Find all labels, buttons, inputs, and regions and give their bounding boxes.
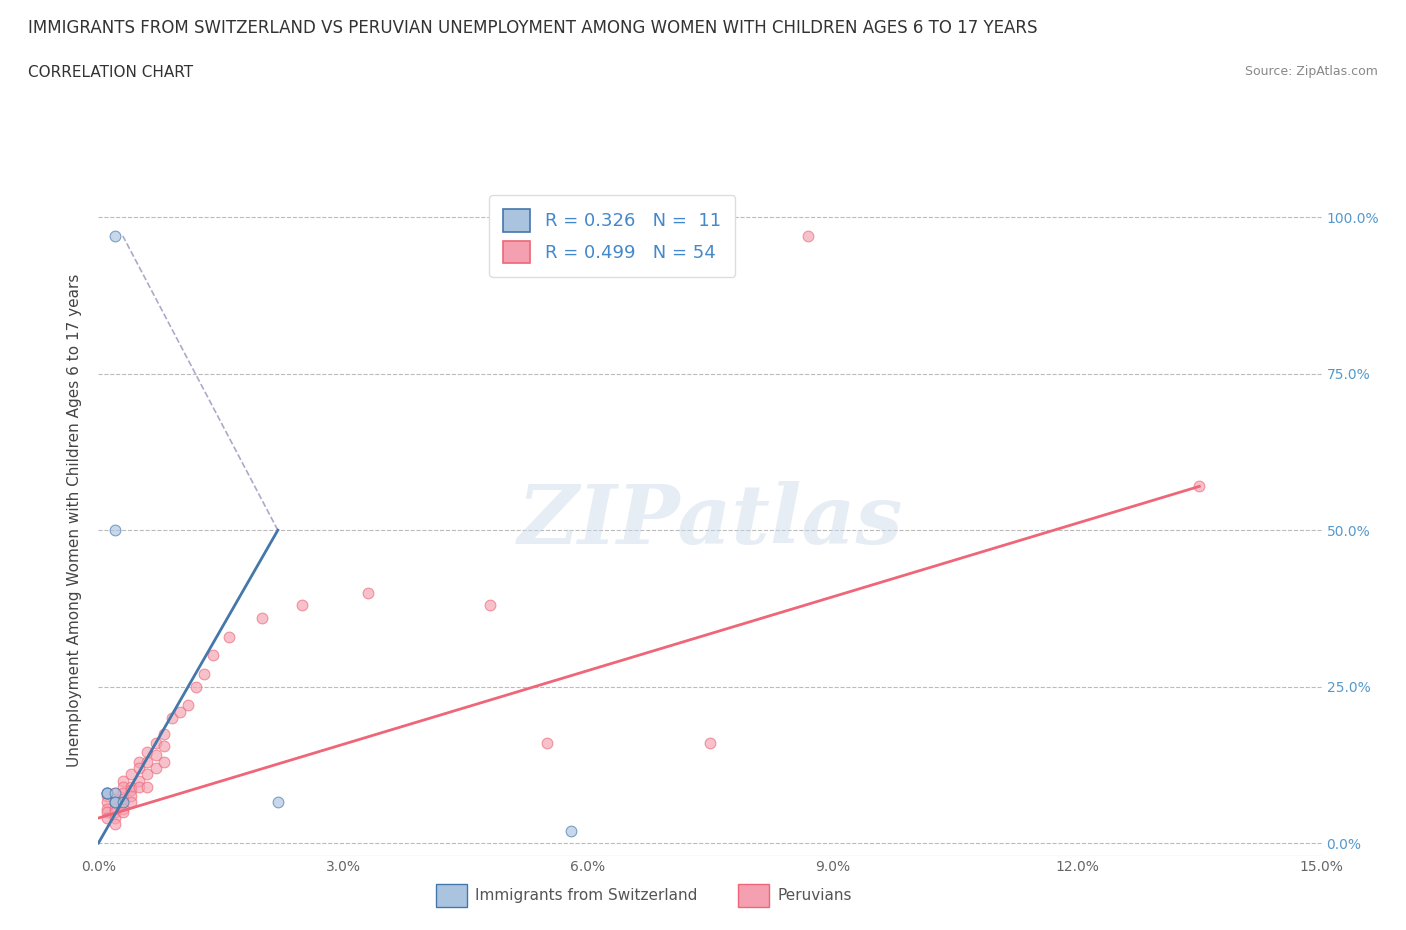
- Point: [111, 795, 134, 810]
- Point: [145, 761, 167, 776]
- Point: [104, 795, 127, 810]
- Point: [152, 726, 174, 741]
- Point: [699, 736, 721, 751]
- Point: [136, 767, 159, 782]
- Point: [104, 229, 127, 244]
- Point: [128, 761, 150, 776]
- Point: [145, 736, 167, 751]
- Point: [218, 629, 240, 644]
- Point: [193, 667, 215, 682]
- Point: [186, 679, 208, 694]
- Point: [267, 795, 290, 810]
- Point: [291, 598, 314, 613]
- Point: [145, 748, 167, 763]
- Point: [128, 773, 150, 788]
- Point: [104, 804, 127, 819]
- Point: [136, 745, 159, 760]
- Point: [120, 782, 142, 797]
- Point: [104, 523, 127, 538]
- Point: [96, 789, 118, 804]
- Point: [1188, 479, 1211, 494]
- Point: [111, 773, 134, 788]
- Point: [96, 786, 118, 801]
- Point: [104, 795, 127, 810]
- Point: [120, 779, 142, 794]
- Y-axis label: Unemployment Among Women with Children Ages 6 to 17 years: Unemployment Among Women with Children A…: [67, 274, 83, 767]
- Point: [560, 823, 582, 838]
- Point: [478, 598, 501, 613]
- Point: [250, 610, 273, 625]
- Text: IMMIGRANTS FROM SWITZERLAND VS PERUVIAN UNEMPLOYMENT AMONG WOMEN WITH CHILDREN A: IMMIGRANTS FROM SWITZERLAND VS PERUVIAN …: [28, 19, 1038, 36]
- Point: [96, 802, 118, 817]
- Text: Immigrants from Switzerland: Immigrants from Switzerland: [475, 888, 697, 903]
- Text: Peruvians: Peruvians: [778, 888, 852, 903]
- Point: [120, 789, 142, 804]
- Point: [96, 786, 118, 801]
- Point: [104, 786, 127, 801]
- Point: [96, 795, 118, 810]
- Point: [96, 786, 118, 801]
- Point: [104, 795, 127, 810]
- Point: [104, 811, 127, 826]
- Point: [128, 779, 150, 794]
- Text: ZIPatlas: ZIPatlas: [517, 481, 903, 561]
- Point: [201, 648, 224, 663]
- Point: [160, 711, 183, 725]
- Text: CORRELATION CHART: CORRELATION CHART: [28, 65, 193, 80]
- Text: Source: ZipAtlas.com: Source: ZipAtlas.com: [1244, 65, 1378, 78]
- Legend: R = 0.326   N =  11, R = 0.499   N = 54: R = 0.326 N = 11, R = 0.499 N = 54: [489, 195, 735, 277]
- Point: [104, 786, 127, 801]
- Point: [136, 754, 159, 769]
- Point: [104, 791, 127, 806]
- Point: [536, 736, 558, 751]
- Point: [169, 704, 191, 719]
- Point: [152, 754, 174, 769]
- Point: [111, 795, 134, 810]
- Point: [111, 779, 134, 794]
- Point: [111, 802, 134, 817]
- Point: [96, 811, 118, 826]
- Point: [111, 804, 134, 819]
- Point: [111, 786, 134, 801]
- Point: [136, 779, 159, 794]
- Point: [128, 754, 150, 769]
- Point: [104, 802, 127, 817]
- Point: [96, 804, 118, 819]
- Point: [120, 767, 142, 782]
- Point: [797, 229, 820, 244]
- Point: [96, 786, 118, 801]
- Point: [356, 585, 378, 600]
- Point: [111, 791, 134, 806]
- Point: [177, 698, 200, 713]
- Point: [152, 738, 174, 753]
- Point: [104, 817, 127, 831]
- Point: [120, 795, 142, 810]
